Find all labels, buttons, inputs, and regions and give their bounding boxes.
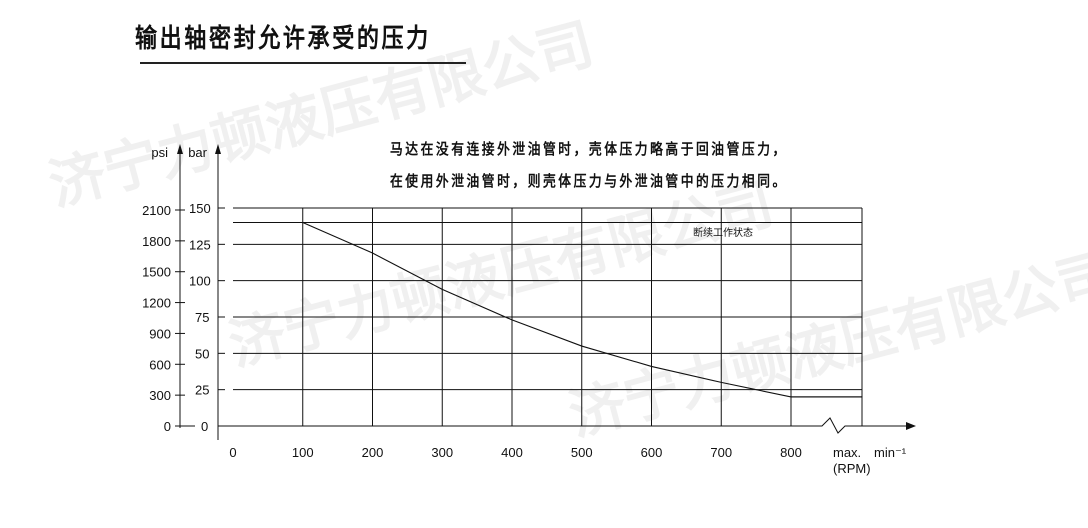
- y-axis-arrow: [215, 144, 221, 154]
- y-tick-label: 100: [189, 274, 211, 289]
- data-point: [581, 345, 583, 347]
- data-point: [650, 365, 653, 368]
- y-tick-label: 150: [189, 201, 211, 216]
- x-tick-label: 200: [362, 445, 384, 460]
- x-unit-label: min⁻¹: [874, 445, 907, 460]
- data-point: [511, 319, 513, 321]
- y2-axis-label: psi: [151, 145, 168, 160]
- y2-axis-arrow: [177, 144, 183, 154]
- x-axis-arrow: [906, 422, 916, 430]
- data-point: [720, 381, 722, 383]
- page-title: 输出轴密封允许承受的压力: [135, 24, 431, 54]
- y-tick-label: 0: [201, 419, 208, 434]
- y-tick-label: 125: [189, 237, 211, 252]
- note-line-1: 马达在没有连接外泄油管时，壳体压力略高于回油管压力，: [390, 140, 788, 158]
- x-axis: [218, 417, 912, 434]
- data-point: [861, 396, 863, 398]
- y-tick-label: 25: [195, 383, 209, 398]
- x-tick-label: 100: [292, 445, 314, 460]
- y2-tick-label: 1800: [142, 234, 171, 249]
- y2-tick-label: 1200: [142, 296, 171, 311]
- x-tick-label: 500: [571, 445, 593, 460]
- y2-tick-label: 300: [149, 388, 171, 403]
- data-point: [790, 396, 792, 398]
- y-axis-label: bar: [188, 145, 207, 160]
- y-tick-label: 50: [195, 346, 209, 361]
- y2-tick-label: 900: [149, 326, 171, 341]
- title-underline: [140, 62, 466, 64]
- x-tick-label: 700: [710, 445, 732, 460]
- y2-tick-label: 0: [164, 419, 171, 434]
- y2-tick-label: 2100: [142, 203, 171, 218]
- x-tick-label: 400: [501, 445, 523, 460]
- series-line: [302, 222, 862, 398]
- data-point: [441, 288, 443, 290]
- data-point: [371, 252, 374, 254]
- x-tick-label: 800: [780, 445, 802, 460]
- note-line-2: 在使用外泄油管时，则壳体压力与外泄油管中的压力相同。: [390, 172, 788, 190]
- data-point: [302, 221, 304, 224]
- annotation-label: 断续工作状态: [693, 226, 753, 239]
- x-unit-rpm-label: (RPM): [833, 461, 871, 476]
- x-tick-label: 0: [229, 445, 236, 460]
- y2-tick-label: 600: [149, 357, 171, 372]
- y2-tick-label: 1500: [142, 265, 171, 280]
- x-tick-label: 300: [431, 445, 453, 460]
- y-tick-label: 75: [195, 310, 209, 325]
- x-max-label: max.: [833, 445, 861, 460]
- x-tick-label: 600: [641, 445, 663, 460]
